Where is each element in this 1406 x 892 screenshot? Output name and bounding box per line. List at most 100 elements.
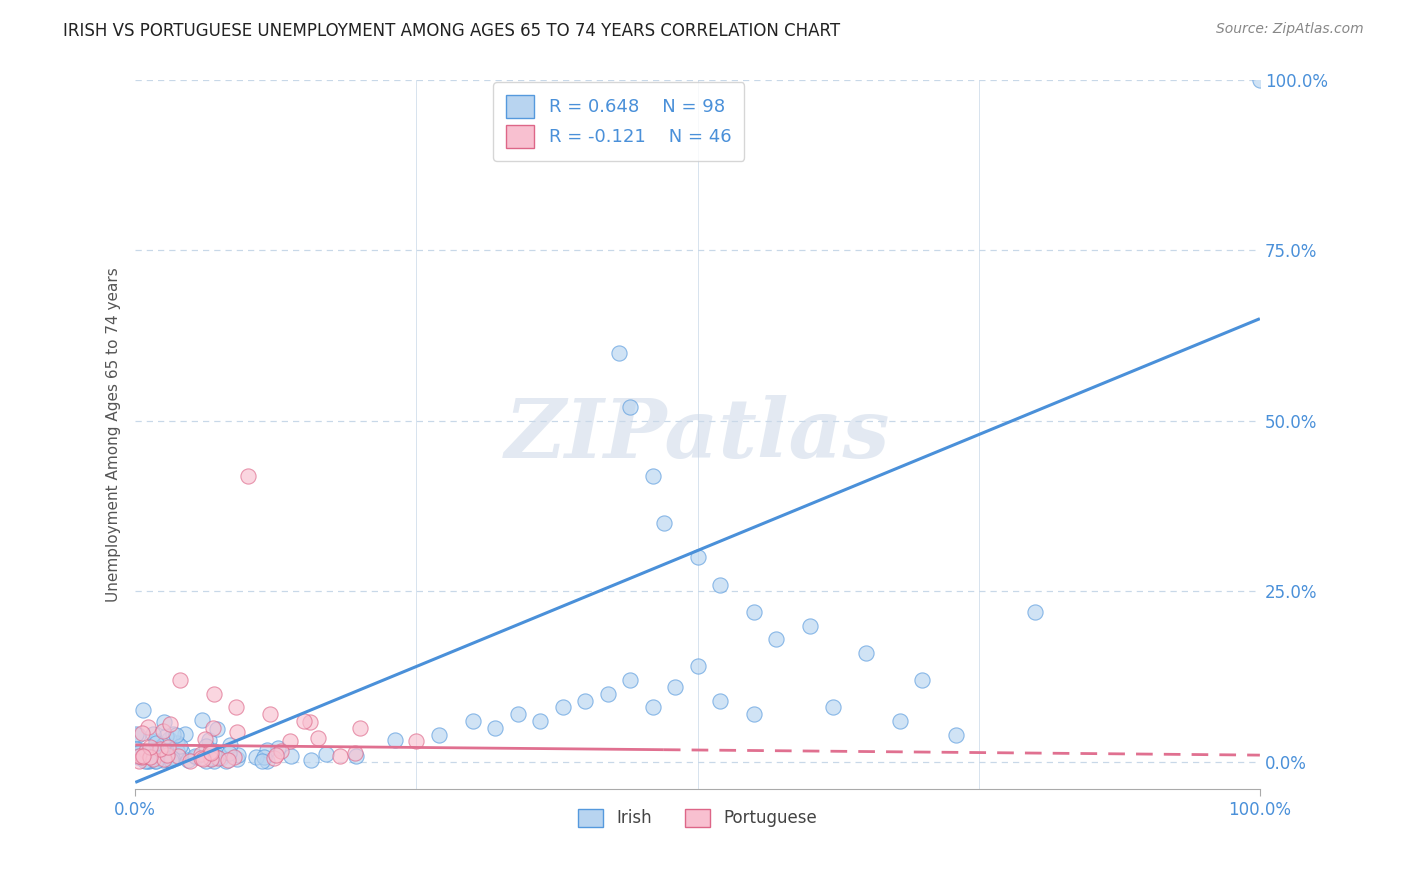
Point [152,738,174,752]
Point [315,747,337,762]
Point [162,727,184,741]
Point [344,746,367,760]
Point [142,727,165,741]
Point [686,659,709,673]
Point [152,723,174,738]
Point [142,752,165,766]
Point [127,728,149,742]
Point [1249,73,1271,87]
Point [128,749,150,764]
Point [266,748,288,763]
Point [349,721,371,735]
Point [125,727,148,741]
Point [855,646,877,660]
Text: IRISH VS PORTUGUESE UNEMPLOYMENT AMONG AGES 65 TO 74 YEARS CORRELATION CHART: IRISH VS PORTUGUESE UNEMPLOYMENT AMONG A… [63,22,841,40]
Point [821,700,844,714]
Point [195,754,218,768]
Point [138,720,160,734]
Point [551,700,574,714]
Point [263,751,285,765]
Point [709,577,731,591]
Legend: Irish, Portuguese: Irish, Portuguese [571,802,824,834]
Point [166,736,188,750]
Point [190,751,212,765]
Point [252,754,274,768]
Point [211,750,233,764]
Point [529,714,551,728]
Point [153,714,176,729]
Point [132,703,155,717]
Point [145,736,167,750]
Point [344,749,367,764]
Point [201,721,224,735]
Point [145,745,167,759]
Point [165,751,187,765]
Point [742,707,765,722]
Point [160,751,183,765]
Point [292,714,315,728]
Point [132,749,155,764]
Point [270,744,292,758]
Point [204,747,226,762]
Point [278,733,301,747]
Text: Source: ZipAtlas.com: Source: ZipAtlas.com [1216,22,1364,37]
Point [236,468,259,483]
Point [160,753,183,767]
Point [139,740,162,755]
Point [742,605,765,619]
Point [218,746,240,760]
Point [141,743,163,757]
Point [152,754,174,768]
Point [222,750,245,764]
Point [799,618,821,632]
Point [641,468,664,483]
Point [134,754,156,768]
Point [191,752,214,766]
Point [267,740,290,755]
Point [506,707,529,722]
Point [889,714,911,728]
Point [200,746,222,760]
Point [226,748,249,763]
Point [195,739,218,753]
Point [135,743,157,757]
Point [169,739,191,753]
Point [159,731,181,746]
Point [143,754,166,768]
Point [159,747,181,762]
Point [765,632,787,647]
Point [127,748,149,763]
Point [165,728,187,742]
Point [177,753,200,767]
Point [128,754,150,768]
Point [384,732,406,747]
Point [256,743,278,757]
Point [179,754,201,768]
Point [128,745,150,759]
Point [173,727,195,741]
Point [607,345,630,359]
Point [172,745,194,759]
Point [202,687,225,701]
Point [138,754,160,768]
Point [194,731,217,746]
Point [307,731,329,745]
Point [157,753,180,767]
Point [405,734,427,748]
Point [156,740,179,755]
Point [219,738,242,752]
Point [156,748,179,763]
Point [202,744,225,758]
Point [619,673,641,687]
Point [259,707,281,722]
Point [207,751,229,765]
Point [150,742,173,756]
Point [664,680,686,694]
Point [149,742,172,756]
Point [709,693,731,707]
Point [139,749,162,764]
Point [125,742,148,756]
Point [159,716,181,731]
Point [945,728,967,742]
Point [280,749,302,764]
